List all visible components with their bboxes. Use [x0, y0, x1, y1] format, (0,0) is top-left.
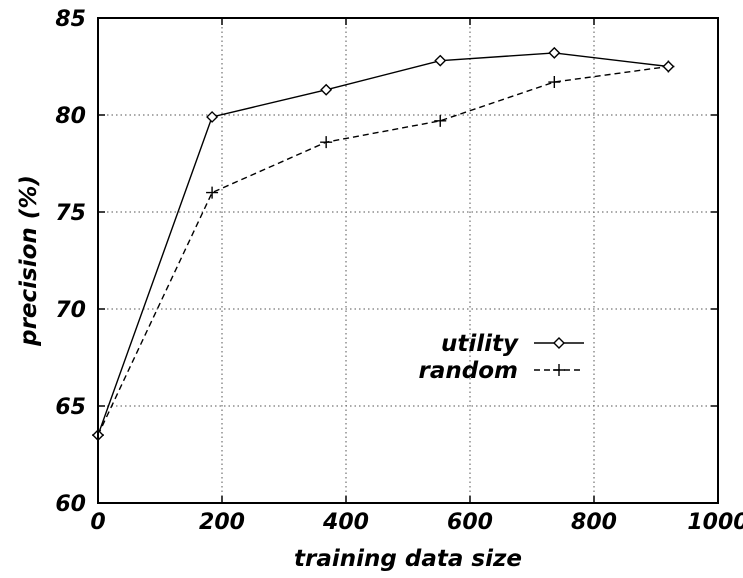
legend-label: utility [441, 331, 519, 357]
utility-point [662, 60, 675, 73]
random-point [320, 136, 333, 149]
x-tick-label: 800 [571, 510, 617, 535]
legend-marker-sample [553, 364, 565, 376]
random-point [434, 114, 447, 127]
x-tick-label: 400 [322, 510, 369, 535]
tick-labels: 0 200 400 600 800 1000 60 65 70 75 80 85 [55, 7, 743, 535]
utility-point [548, 46, 561, 59]
utility-point [434, 54, 447, 67]
series-lines [92, 46, 675, 442]
x-tick-label: 0 [90, 510, 105, 535]
x-tick-label: 1000 [687, 510, 743, 535]
random-line [97, 65, 669, 436]
y-tick-label: 70 [55, 298, 86, 323]
y-tick-label: 65 [55, 395, 86, 420]
x-axis-label: training data size [294, 546, 522, 572]
y-axis-label: precision (%) [16, 175, 42, 347]
utility-line [97, 52, 669, 436]
y-tick-label: 80 [55, 104, 86, 129]
x-tick-label: 600 [447, 510, 493, 535]
series-utility [92, 46, 675, 442]
y-tick-label: 85 [55, 7, 86, 32]
legend-label: random [419, 358, 518, 384]
y-tick-label: 75 [55, 201, 86, 226]
plot-area-frame [97, 17, 719, 504]
y-tick-label: 60 [55, 492, 86, 517]
legend-marker-sample [553, 337, 565, 349]
utility-point [320, 83, 333, 96]
utility-point [206, 110, 219, 123]
random-point [206, 186, 219, 199]
random-point [548, 76, 561, 89]
legend-item-random: random [419, 358, 584, 384]
legend-item-utility: utility [441, 331, 584, 357]
grid [98, 18, 718, 503]
series-random [92, 60, 675, 442]
x-tick-label: 200 [199, 510, 245, 535]
